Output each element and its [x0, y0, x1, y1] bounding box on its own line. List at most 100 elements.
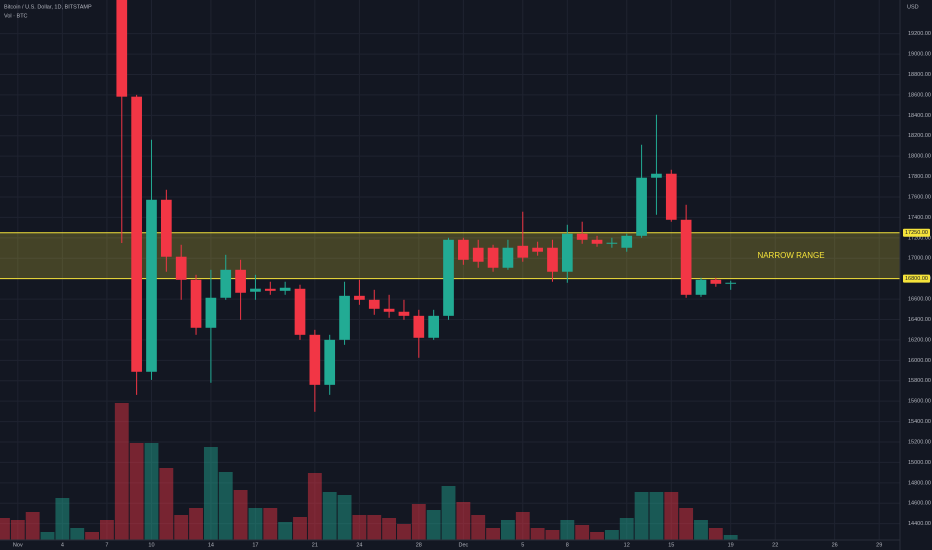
volume-bar [0, 518, 10, 540]
volume-bar [708, 528, 723, 540]
candle-body [339, 295, 350, 340]
volume-bar [263, 508, 278, 540]
volume-bar [649, 492, 664, 540]
x-tick-label: 17 [252, 542, 258, 548]
candle-body [146, 199, 157, 372]
candle-body [680, 219, 692, 295]
x-tick-label: 22 [772, 542, 778, 548]
volume-bar [40, 532, 55, 540]
y-tick-label: 14400.00 [908, 521, 931, 527]
y-tick-label: 19200.00 [908, 31, 931, 37]
y-tick-label: 16600.00 [908, 297, 931, 303]
candle-body [383, 308, 395, 312]
y-tick-label: 17600.00 [908, 194, 931, 200]
candle-body [235, 269, 246, 293]
price-badge [903, 228, 930, 237]
candle-body [220, 269, 232, 298]
volume-bar [367, 515, 382, 540]
volume-bar [129, 443, 144, 540]
candle-body [606, 242, 618, 244]
y-tick-label: 16400.00 [908, 317, 931, 323]
chart-title: Bitcoin / U.S. Dollar, 1D, BITSTAMP [4, 4, 92, 10]
y-tick-label: 14800.00 [908, 480, 931, 486]
volume-bar [679, 508, 694, 540]
candle-body [665, 173, 677, 220]
candle-body [561, 233, 573, 272]
candles [116, 0, 737, 412]
x-tick-label: Dec [458, 542, 468, 548]
volume-bar [634, 492, 649, 540]
candle-body [116, 0, 128, 97]
volume-bar [664, 492, 679, 540]
candle-body [398, 311, 410, 316]
volume-bar [10, 520, 25, 540]
volume-bar [486, 528, 500, 540]
volume-bar [307, 473, 322, 540]
y-tick-label: 18000.00 [908, 154, 931, 160]
candle-body [175, 256, 187, 280]
volume-bar [515, 512, 530, 540]
volume-bar [382, 518, 397, 540]
candle-body [547, 247, 558, 272]
candle-body [636, 177, 647, 236]
volume-bar [322, 492, 337, 540]
y-tick-label: 14600.00 [908, 501, 931, 507]
volume-bar [278, 522, 293, 540]
candle-body [710, 279, 722, 284]
candle-body [458, 239, 469, 260]
x-tick-label: 5 [521, 542, 524, 548]
volume-bar [411, 504, 426, 540]
y-tick-label: 18800.00 [908, 72, 931, 78]
x-tick-label: 7 [105, 542, 108, 548]
candle-body [250, 288, 261, 292]
candle-body [354, 295, 365, 300]
x-tick-label: 21 [312, 542, 318, 548]
volume-bar [352, 515, 367, 540]
volume-bar [174, 515, 189, 540]
y-tick-label: 15400.00 [908, 419, 931, 425]
volume-bar [144, 443, 159, 540]
candle-body [487, 247, 499, 268]
x-tick-label: 15 [668, 542, 674, 548]
y-tick-label: 18400.00 [908, 113, 931, 119]
y-tick-label: 19000.00 [908, 52, 931, 58]
volume-bar [619, 518, 634, 540]
candle-body [368, 299, 380, 309]
volume-bar [100, 520, 114, 540]
volume-bar [456, 502, 471, 540]
y-tick-label: 17800.00 [908, 174, 931, 180]
candle-body [428, 315, 440, 338]
candle-body [502, 247, 514, 268]
y-tick-label: 16000.00 [908, 358, 931, 364]
zone-label: NARROW RANGE [757, 251, 824, 260]
x-tick-label: Nov [13, 542, 23, 548]
x-tick-label: 4 [61, 542, 64, 548]
candle-body [576, 233, 588, 240]
volume-bar [337, 495, 352, 540]
volume-bar [723, 535, 738, 540]
y-tick-label: 17400.00 [908, 215, 931, 221]
candle-body [443, 239, 454, 316]
candle-body [413, 315, 425, 338]
candle-body [621, 235, 633, 248]
candle-body [309, 334, 321, 385]
volume-bar [85, 532, 100, 540]
candle-body [725, 282, 737, 284]
x-tick-label: 26 [832, 542, 838, 548]
volume-bar [575, 525, 590, 540]
volume-bar [471, 515, 486, 540]
x-tick-label: 19 [728, 542, 734, 548]
x-tick-label: 29 [876, 542, 882, 548]
volume-bar [159, 468, 174, 540]
volume-bar [189, 508, 203, 540]
volume-bar [694, 520, 708, 540]
candle-body [190, 279, 202, 328]
candle-body [472, 247, 484, 262]
candle-body [532, 247, 543, 252]
y-tick-label: 18200.00 [908, 133, 931, 139]
y-tick-label: 15800.00 [908, 378, 931, 384]
volume-bar [114, 403, 129, 540]
x-tick-label: 28 [416, 542, 422, 548]
volume-bar [55, 498, 70, 540]
